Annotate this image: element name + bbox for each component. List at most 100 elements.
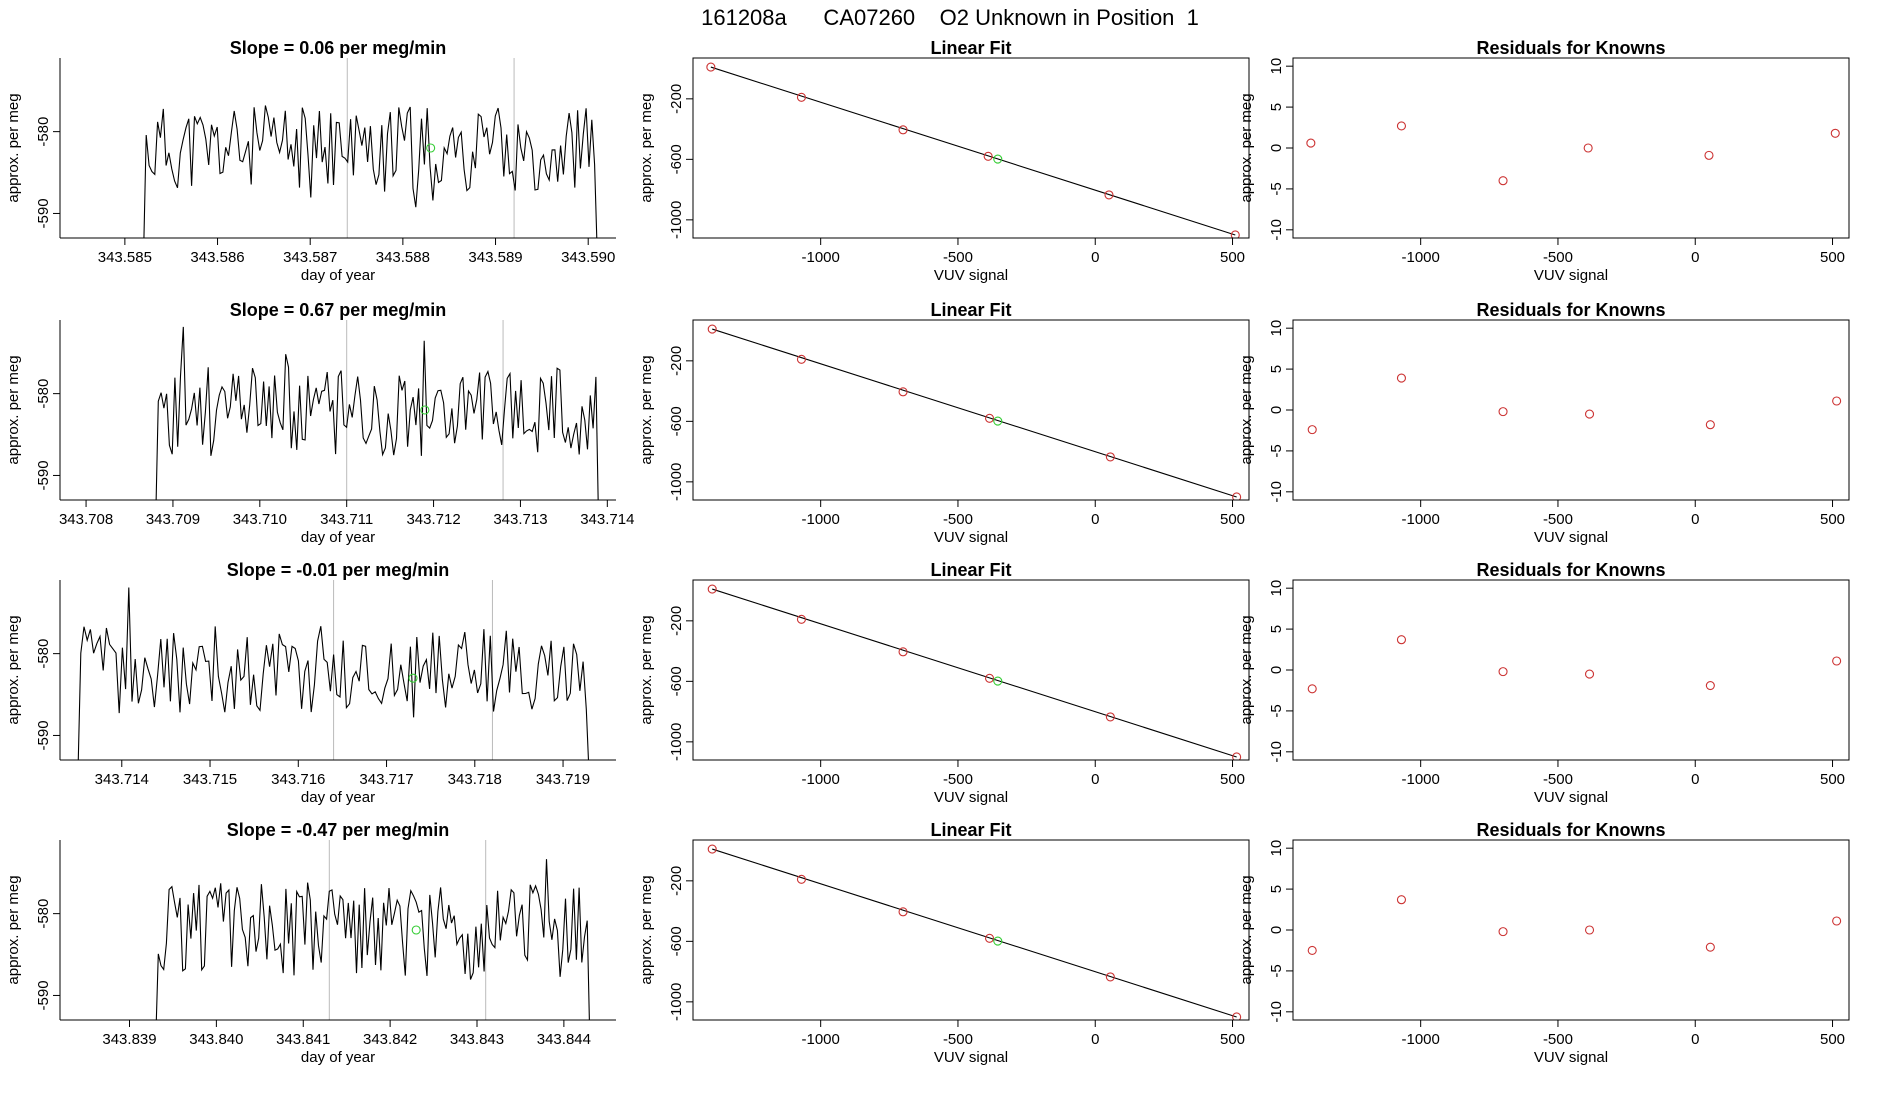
time-series-row-4: Slope = -0.47 per meg/min 343.839 343.840 3… xyxy=(5,820,616,1066)
known-point xyxy=(984,933,995,943)
y-tick-label: 0 xyxy=(1268,666,1285,674)
fit-line xyxy=(712,848,1237,1018)
known-point xyxy=(707,844,717,854)
known-point xyxy=(1232,492,1242,500)
panel-title: Residuals for Knowns xyxy=(1476,300,1665,320)
known-point xyxy=(984,413,995,423)
plot-area xyxy=(706,62,1240,238)
plot-frame xyxy=(1292,319,1850,501)
y-axis-label: approx. per meg xyxy=(5,355,22,464)
x-tick-label: 343.839 xyxy=(102,1031,156,1048)
panel-title: Linear Fit xyxy=(930,38,1011,58)
plot-area xyxy=(707,584,1242,760)
y-axis-label: approx. per meg xyxy=(638,615,655,724)
x-tick-label: 343.714 xyxy=(95,771,149,788)
y-tick-label: -5 xyxy=(1268,444,1285,457)
known-point xyxy=(1307,945,1317,956)
y-tick-label: -600 xyxy=(668,406,685,436)
y-tick-label: -10 xyxy=(1268,741,1285,763)
y-tick-label: -200 xyxy=(668,346,685,376)
y-tick-label: -1000 xyxy=(668,201,685,239)
x-tick-label: 343.713 xyxy=(493,511,547,528)
x-tick-label: 500 xyxy=(1220,771,1245,788)
x-tick-label: 0 xyxy=(1691,1031,1699,1048)
time-series-row-2: Slope = 0.67 per meg/min 343.708 343.709 34… xyxy=(5,300,634,546)
y-tick-label: -580 xyxy=(35,117,52,147)
y-axis-label: approx. per meg xyxy=(5,615,22,724)
plot-area xyxy=(155,840,590,1020)
y-tick-label: -590 xyxy=(35,198,52,228)
y-tick-label: 0 xyxy=(1268,406,1285,414)
y-tick-label: -200 xyxy=(668,866,685,896)
known-point xyxy=(796,614,807,624)
y-tick-label: -10 xyxy=(1268,1001,1285,1023)
x-axis-label: VUV signal xyxy=(934,1049,1008,1066)
known-point xyxy=(1704,150,1714,160)
series-line xyxy=(155,326,599,500)
known-point xyxy=(1832,916,1842,926)
x-tick-label: 0 xyxy=(1091,511,1099,528)
x-tick-label: 343.585 xyxy=(98,249,152,266)
known-point xyxy=(1584,925,1595,935)
time-series-row-3: Slope = -0.01 per meg/min 343.714 343.715 3… xyxy=(5,560,616,806)
y-tick-label: 5 xyxy=(1268,885,1285,893)
x-tick-label: 343.844 xyxy=(537,1031,591,1048)
unknown-point xyxy=(420,405,430,415)
plot-area xyxy=(1307,635,1842,694)
unknown-point xyxy=(993,154,1003,164)
series-line xyxy=(155,859,590,1020)
unknown-point xyxy=(993,676,1003,686)
y-axis-label: approx. per meg xyxy=(5,93,22,202)
x-tick-label: -1000 xyxy=(801,1031,839,1048)
x-tick-label: 343.711 xyxy=(320,511,373,528)
x-tick-label: 343.719 xyxy=(536,771,590,788)
x-tick-label: 343.710 xyxy=(233,511,287,528)
y-tick-label: 10 xyxy=(1268,840,1285,857)
linear-fit-row-1: Linear Fit -1000 -500 0 500 -200 -600 -1000 VUV … xyxy=(638,38,1250,284)
plot-area xyxy=(1307,373,1842,435)
residuals-row-4: Residuals for Knowns -1000 -500 0 500 10 5 0 -5 -… xyxy=(1238,820,1850,1066)
known-point xyxy=(1396,635,1407,645)
y-axis-label: approx. per meg xyxy=(1238,615,1255,724)
y-tick-label: -580 xyxy=(35,899,52,929)
known-point xyxy=(898,125,908,135)
x-tick-label: 343.715 xyxy=(183,771,237,788)
x-tick-label: 343.842 xyxy=(363,1031,417,1048)
x-axis-label: VUV signal xyxy=(934,789,1008,806)
series-line xyxy=(143,105,598,238)
plot-area xyxy=(1306,121,1840,186)
known-point xyxy=(1705,942,1715,952)
unknown-point xyxy=(411,925,421,935)
x-tick-label: 500 xyxy=(1820,1031,1845,1048)
x-tick-label: 343.841 xyxy=(276,1031,330,1048)
known-point xyxy=(1498,407,1508,417)
y-tick-label: -1000 xyxy=(668,983,685,1021)
panel-title: Linear Fit xyxy=(930,820,1011,840)
y-tick-label: -5 xyxy=(1268,964,1285,977)
known-point xyxy=(898,387,908,397)
plot-frame xyxy=(692,839,1250,1021)
x-axis-label: VUV signal xyxy=(1534,529,1608,546)
plot-area xyxy=(143,58,598,238)
time-series-row-1: Slope = 0.06 per meg/min 343.585 343.586 34… xyxy=(5,38,616,284)
x-tick-label: 343.590 xyxy=(561,249,615,266)
plot-frame xyxy=(1292,839,1850,1021)
x-tick-label: -500 xyxy=(943,771,973,788)
panel-title: Slope = -0.01 per meg/min xyxy=(227,560,450,580)
known-point xyxy=(1584,409,1595,419)
x-tick-label: -500 xyxy=(943,1031,973,1048)
known-point xyxy=(1832,396,1842,406)
known-point xyxy=(796,874,807,884)
fit-line xyxy=(712,588,1237,758)
residuals-row-1: Residuals for Knowns -1000 -500 0 500 10 5 0 -5 -… xyxy=(1238,38,1850,284)
fit-line xyxy=(712,328,1237,498)
x-axis-label: VUV signal xyxy=(934,267,1008,284)
y-axis-label: approx. per meg xyxy=(638,875,655,984)
unknown-point xyxy=(993,936,1003,946)
known-point xyxy=(1705,680,1715,691)
known-point xyxy=(1105,452,1115,462)
y-axis-label: approx. per meg xyxy=(5,875,22,984)
x-tick-label: 343.717 xyxy=(359,771,413,788)
x-axis-label: VUV signal xyxy=(934,529,1008,546)
